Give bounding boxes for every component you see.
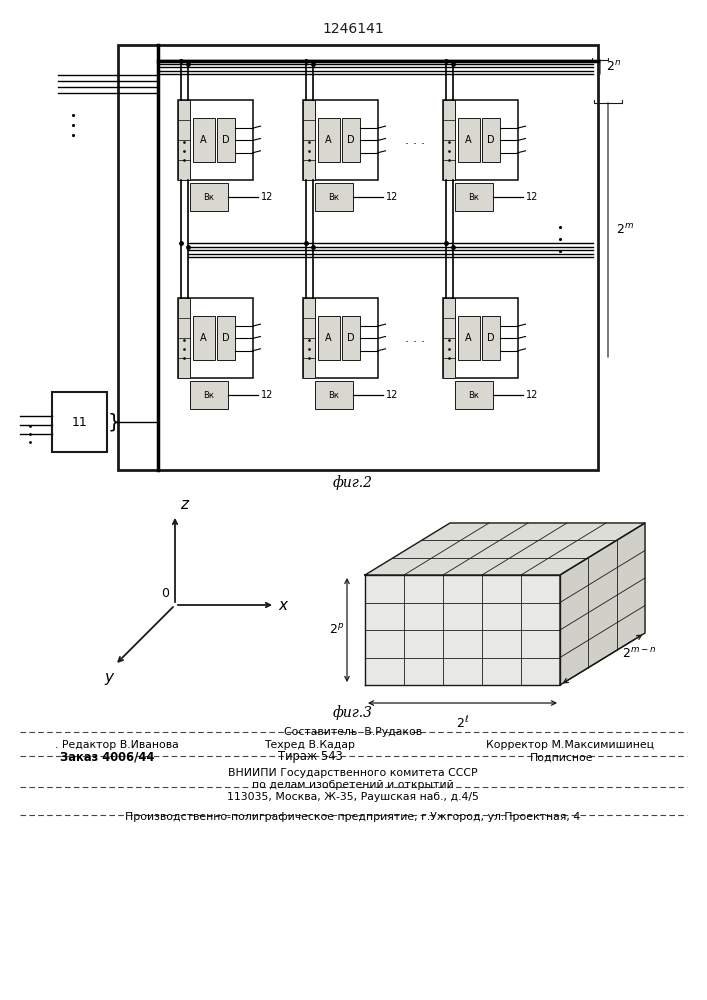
Text: Bк: Bк bbox=[203, 192, 214, 202]
Text: Bк: Bк bbox=[468, 390, 479, 399]
Text: $2^p$: $2^p$ bbox=[329, 623, 344, 637]
Text: $2^n$: $2^n$ bbox=[606, 60, 621, 74]
Bar bbox=[341, 316, 359, 360]
Text: y: y bbox=[105, 670, 114, 685]
Text: z: z bbox=[180, 497, 188, 512]
Bar bbox=[303, 100, 378, 180]
Text: A: A bbox=[325, 333, 332, 343]
Bar bbox=[481, 118, 500, 162]
Text: D: D bbox=[222, 333, 229, 343]
Text: Корректор М.Максимишинец: Корректор М.Максимишинец bbox=[486, 740, 654, 750]
Text: фиг.2: фиг.2 bbox=[333, 475, 373, 490]
Bar bbox=[177, 100, 252, 180]
Text: D: D bbox=[222, 135, 229, 145]
Text: A: A bbox=[465, 135, 472, 145]
Text: $2^{m-n}$: $2^{m-n}$ bbox=[622, 647, 657, 661]
Text: Bк: Bк bbox=[328, 390, 339, 399]
Text: . Редактор В.Иванова: . Редактор В.Иванова bbox=[55, 740, 179, 750]
Text: фиг.3: фиг.3 bbox=[333, 705, 373, 720]
Text: 0: 0 bbox=[161, 587, 169, 600]
Text: Подписное: Подписное bbox=[530, 753, 593, 763]
Bar bbox=[341, 118, 359, 162]
Text: }: } bbox=[108, 412, 120, 432]
Text: 12: 12 bbox=[525, 390, 538, 400]
Text: D: D bbox=[486, 333, 494, 343]
Bar bbox=[315, 183, 353, 211]
Text: A: A bbox=[325, 135, 332, 145]
Text: D: D bbox=[346, 135, 354, 145]
Text: 12: 12 bbox=[260, 192, 273, 202]
Bar bbox=[189, 381, 228, 409]
Polygon shape bbox=[365, 575, 560, 685]
Bar bbox=[443, 298, 455, 378]
Text: D: D bbox=[346, 333, 354, 343]
Text: 113035, Москва, Ж-35, Раушская наб., д.4/5: 113035, Москва, Ж-35, Раушская наб., д.4… bbox=[227, 792, 479, 802]
Bar bbox=[443, 100, 518, 180]
Text: Составитель  В.Рудаков: Составитель В.Рудаков bbox=[284, 727, 422, 737]
Bar bbox=[315, 381, 353, 409]
Bar bbox=[455, 381, 493, 409]
Bar bbox=[118, 45, 598, 470]
Bar bbox=[457, 118, 479, 162]
Polygon shape bbox=[560, 523, 645, 685]
Text: 12: 12 bbox=[385, 390, 398, 400]
Text: $2^m$: $2^m$ bbox=[616, 223, 634, 237]
Bar bbox=[443, 100, 455, 180]
Bar bbox=[189, 183, 228, 211]
Bar bbox=[216, 316, 235, 360]
Text: 12: 12 bbox=[525, 192, 538, 202]
Bar bbox=[317, 316, 339, 360]
Bar bbox=[455, 183, 493, 211]
Bar bbox=[177, 298, 189, 378]
Bar bbox=[177, 100, 189, 180]
Text: 12: 12 bbox=[385, 192, 398, 202]
Bar bbox=[177, 298, 252, 378]
Polygon shape bbox=[365, 523, 645, 575]
Bar bbox=[317, 118, 339, 162]
Text: . . .: . . . bbox=[405, 133, 425, 146]
Text: Bк: Bк bbox=[468, 192, 479, 202]
Text: A: A bbox=[200, 333, 207, 343]
Text: Bк: Bк bbox=[203, 390, 214, 399]
Text: x: x bbox=[278, 597, 287, 612]
Bar bbox=[457, 316, 479, 360]
Bar bbox=[216, 118, 235, 162]
Text: Заказ 4006/44: Заказ 4006/44 bbox=[60, 750, 154, 763]
Text: 11: 11 bbox=[71, 416, 88, 428]
Bar bbox=[303, 100, 315, 180]
Bar bbox=[481, 316, 500, 360]
Text: Техред В.Кадар: Техред В.Кадар bbox=[264, 740, 356, 750]
Text: Тираж 543: Тираж 543 bbox=[278, 750, 342, 763]
Text: A: A bbox=[465, 333, 472, 343]
Text: 1246141: 1246141 bbox=[322, 22, 384, 36]
Text: по делам изобретений и открытий: по делам изобретений и открытий bbox=[252, 780, 454, 790]
Bar bbox=[303, 298, 378, 378]
Text: Производственно-полиграфическое предприятие, г.Ужгород, ул.Проектная, 4: Производственно-полиграфическое предприя… bbox=[125, 812, 580, 822]
Text: 12: 12 bbox=[260, 390, 273, 400]
Text: ВНИИПИ Государственного комитета СССР: ВНИИПИ Государственного комитета СССР bbox=[228, 768, 478, 778]
Bar bbox=[192, 316, 214, 360]
Text: . . .: . . . bbox=[405, 332, 425, 344]
Text: A: A bbox=[200, 135, 207, 145]
Bar bbox=[192, 118, 214, 162]
Bar bbox=[52, 392, 107, 452]
Text: D: D bbox=[486, 135, 494, 145]
Text: Bк: Bк bbox=[328, 192, 339, 202]
Bar bbox=[443, 298, 518, 378]
Text: $2^{\ell}$: $2^{\ell}$ bbox=[456, 715, 469, 731]
Bar bbox=[303, 298, 315, 378]
